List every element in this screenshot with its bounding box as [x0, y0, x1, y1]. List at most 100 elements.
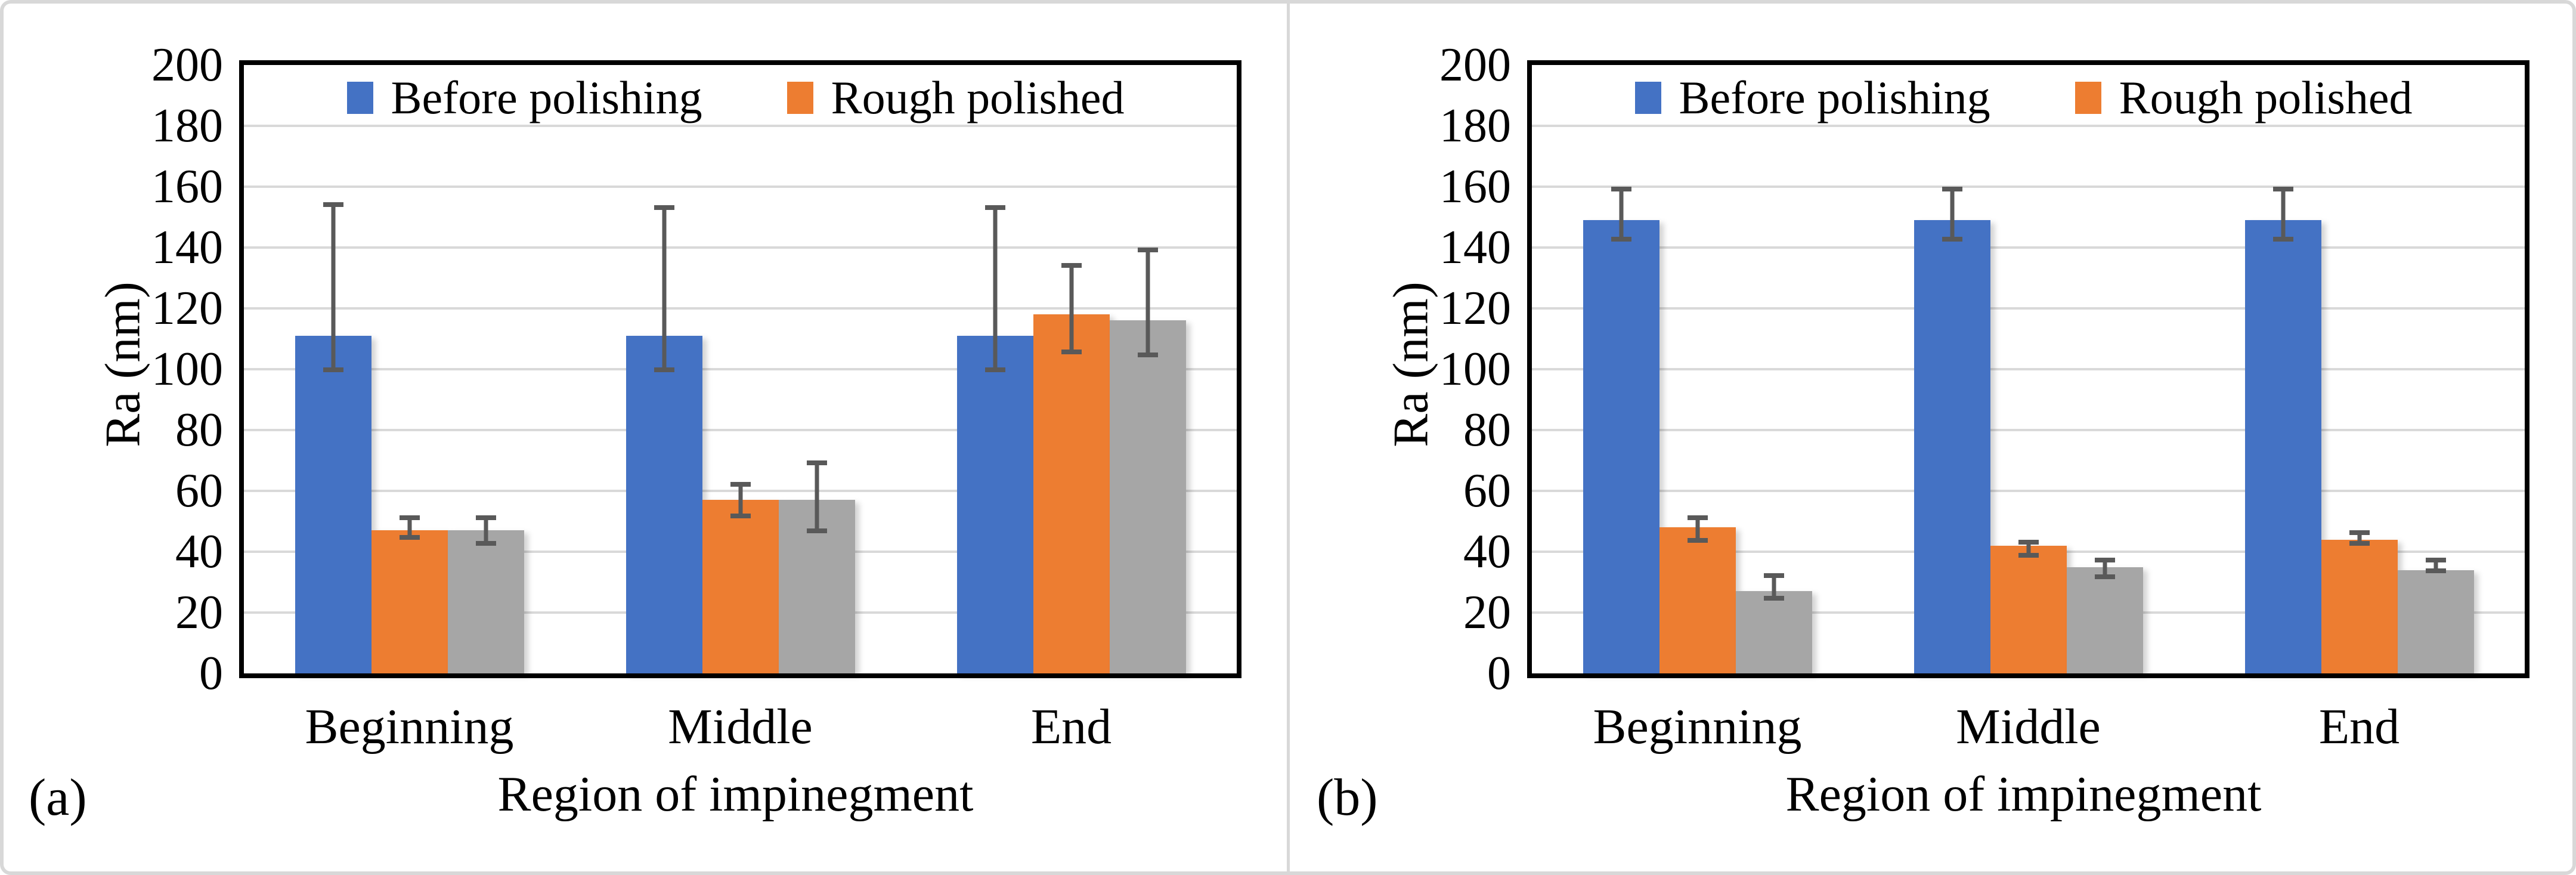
error-bar-cap-bottom	[1763, 595, 1784, 601]
x-axis-title-b: Region of impinegment	[1785, 766, 2262, 822]
error-bar-cap-bottom	[730, 513, 751, 518]
gridline-60	[1532, 490, 2525, 492]
x-tick-label-end: End	[1030, 699, 1112, 755]
error-bar	[626, 205, 702, 373]
error-bar	[702, 481, 779, 518]
y-tick-label: 0	[199, 647, 223, 700]
error-bar-line	[1145, 248, 1150, 357]
error-bar-cap-top	[730, 481, 751, 487]
error-bar-cap-top	[2094, 558, 2115, 563]
legend-item-rough-polished: Rough polished	[787, 72, 1125, 124]
bar-before-polishing-middle	[626, 335, 702, 673]
y-tick-label: 20	[175, 586, 223, 639]
error-bar-cap-top	[806, 460, 827, 465]
y-tick-label: 180	[151, 100, 223, 152]
error-bar	[2245, 187, 2321, 242]
bar-rough-polished-beginning	[371, 530, 448, 673]
y-tick-label: 160	[1439, 160, 1511, 213]
error-bar-cap-bottom	[1137, 352, 1158, 357]
bar-rough-polished-middle	[1990, 545, 2067, 673]
legend-item-before-polishing: Before polishing	[1634, 72, 1990, 124]
y-tick-label: 160	[151, 160, 223, 213]
bar-rough-polished-middle	[702, 500, 779, 673]
x-tick-label-middle: Middle	[668, 699, 813, 755]
y-tick-label: 100	[151, 343, 223, 395]
y-tick-label: 100	[1439, 343, 1511, 395]
error-bar-line	[1069, 262, 1073, 354]
bar-rough-polished-beginning	[1659, 527, 1736, 673]
x-tick-label-middle: Middle	[1956, 699, 2101, 755]
y-tick-label: 200	[151, 39, 223, 91]
bar-before-polishing-middle	[1914, 220, 1990, 673]
error-bar	[1659, 515, 1736, 543]
error-bar-line	[1772, 573, 1776, 601]
error-bar-cap-top	[2425, 558, 2446, 563]
gridline-140	[1532, 246, 2525, 249]
error-bar-line	[407, 515, 411, 540]
error-bar-cap-bottom	[1061, 349, 1082, 354]
error-bar-cap-top	[2018, 539, 2039, 545]
bar-series3-beginning	[447, 530, 524, 673]
error-bar-cap-top	[1061, 262, 1082, 268]
bar-group-middle	[575, 65, 906, 673]
error-bar	[371, 515, 448, 540]
legend-swatch-orange-icon	[787, 82, 813, 114]
error-bar-cap-top	[323, 202, 343, 207]
bar-before-polishing-end	[956, 335, 1033, 673]
error-bar-line	[2433, 558, 2438, 573]
gridline-180	[1532, 125, 2525, 127]
gridline-80	[1532, 429, 2525, 431]
y-tick-label: 60	[1463, 465, 1511, 517]
gridline-160	[244, 185, 1237, 188]
y-tick-label: 20	[1463, 586, 1511, 639]
gridline-120	[1532, 307, 2525, 310]
bar-series3-beginning	[1735, 591, 1812, 673]
bar-series3-end	[1109, 320, 1186, 673]
x-tick-label-beginning: Beginning	[1593, 699, 1802, 755]
bar-group-end	[2194, 65, 2525, 673]
error-bar-line	[738, 481, 742, 518]
error-bar-line	[662, 205, 666, 373]
panel-a: Ra (nm) Region of impinegment (a) Before…	[4, 4, 1286, 871]
gridline-180	[244, 125, 1237, 127]
panel-b: Ra (nm) Region of impinegment (b) Before…	[1292, 4, 2572, 871]
legend-label: Rough polished	[831, 72, 1125, 123]
error-bar-cap-bottom	[2425, 568, 2446, 573]
error-bar-line	[815, 460, 819, 534]
bar-series3-end	[2397, 570, 2474, 673]
error-bar-cap-top	[1942, 187, 1962, 191]
bar-group-beginning	[1532, 65, 1863, 673]
error-bar-line	[484, 515, 488, 546]
y-tick-label: 80	[175, 404, 223, 456]
bar-rough-polished-end	[1033, 314, 1110, 673]
gridline-100	[1532, 368, 2525, 370]
error-bar-cap-bottom	[654, 367, 674, 373]
error-bar-cap-bottom	[323, 367, 343, 373]
legend-swatch-blue-icon	[346, 82, 373, 114]
error-bar	[779, 460, 855, 534]
legend-label: Rough polished	[2119, 72, 2413, 123]
error-bar	[448, 515, 524, 546]
error-bar-line	[331, 202, 335, 373]
error-bar-cap-bottom	[806, 528, 827, 534]
legend-label: Before polishing	[391, 72, 702, 123]
error-bar-cap-top	[399, 515, 420, 520]
gridline-80	[244, 429, 1237, 431]
bar-before-polishing-beginning	[295, 335, 371, 673]
error-bar-cap-bottom	[1687, 537, 1708, 543]
error-bar-cap-top	[984, 205, 1005, 210]
error-bar	[1033, 262, 1110, 354]
error-bar	[295, 202, 371, 373]
error-bar	[957, 205, 1033, 373]
error-bar-cap-bottom	[2349, 540, 2370, 546]
error-bar	[2067, 558, 2143, 579]
y-tick-label: 40	[175, 525, 223, 578]
plot-area-b	[1527, 60, 2529, 678]
subfigure-label-a: (a)	[29, 769, 87, 827]
y-tick-label: 140	[1439, 221, 1511, 274]
bar-series3-middle	[2066, 567, 2143, 673]
y-tick-label: 60	[175, 465, 223, 517]
error-bar-cap-bottom	[2018, 553, 2039, 558]
legend-item-rough-polished: Rough polished	[2075, 72, 2413, 124]
bar-group-middle	[1863, 65, 2194, 673]
